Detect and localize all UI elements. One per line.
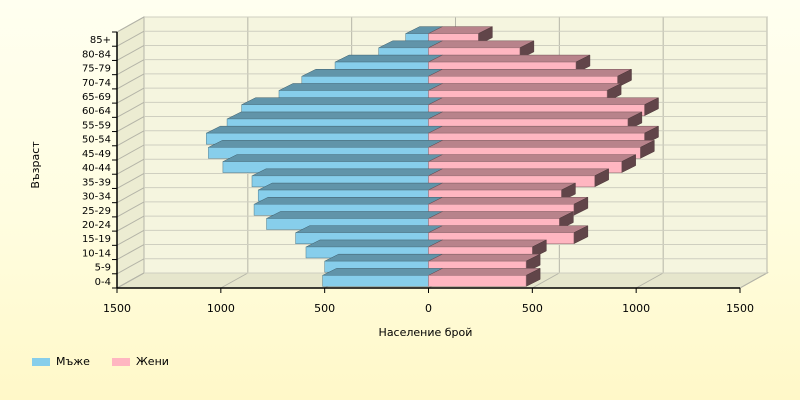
y-tick-label: 40-44 [82,163,111,174]
gridline-side [116,229,145,246]
gridline-side [116,45,145,61]
y-tick-label: 60-64 [82,106,111,117]
bar-top-female [428,168,609,177]
y-tick-label: 55-59 [82,120,111,131]
gridline-side [116,258,145,275]
bar-top-male [334,54,443,63]
gridline-side [116,187,145,204]
y-tick-label: 85+ [90,35,111,46]
x-tick-label: 500 [314,302,335,315]
y-tick-label: 65-69 [82,92,111,103]
gridline-side [116,116,145,132]
bar-top-male [226,111,443,120]
y-tick-label: 30-34 [82,192,111,203]
bar-top-male [206,125,443,134]
bar-top-male [305,239,443,248]
bar-top-male [258,182,443,191]
gridline-side [116,130,145,147]
bar-top-female [428,111,642,120]
bar-top-male [322,268,443,276]
legend-label-male: Мъже [56,355,90,368]
y-tick-label: 5-9 [95,263,111,274]
gridline-side [116,59,145,76]
legend-item-male: Мъже [32,355,90,368]
y-tick-label: 80-84 [82,49,111,60]
bar-top-female [428,154,636,162]
bar-top-female [428,182,576,191]
gridline-side [116,73,145,90]
legend-swatch-male [32,357,50,366]
gridline-side [116,272,145,289]
bar-top-male [241,97,443,105]
bar-top-male [222,154,443,162]
y-tick-label: 0-4 [95,277,111,288]
bar-top-female [428,54,591,63]
gridline-floor [739,272,768,289]
bar-top-female [428,69,632,77]
gridline-side [116,101,145,118]
x-tick-label: 1500 [103,302,131,315]
y-tick-label: 10-14 [82,248,111,259]
legend: Мъже Жени [32,355,169,368]
y-tick-label: 20-24 [82,220,111,231]
legend-swatch-female [111,357,130,366]
x-tick-label: 1000 [207,302,235,315]
bar-top-female [428,125,659,134]
bar-top-female [428,268,541,276]
x-tick-label: 1000 [622,302,650,315]
gridline-side [116,87,145,104]
legend-item-female: Жени [111,355,169,368]
gridline-side [116,215,145,232]
x-tick-label: 0 [425,302,432,315]
bar-top-female [428,239,547,248]
bar-top-female [428,97,659,105]
bar-top-male [301,69,443,77]
gridline-floor [532,272,560,289]
gridline-side [116,144,145,161]
bar-top-female [428,211,574,219]
x-tick-label: 500 [522,302,543,315]
gridline-side [116,16,145,33]
gridline-side [116,158,145,175]
bar-male [322,275,429,287]
bar-female [428,275,527,287]
x-tick-label: 1500 [726,302,754,315]
gridline-side [116,201,145,218]
bar-top-female [428,253,541,262]
y-tick-label: 25-29 [82,206,111,217]
y-tick-label: 70-74 [82,78,111,89]
gridline-floor [635,272,664,289]
legend-label-female: Жени [135,355,169,368]
bar-top-female [428,197,588,205]
bar-top-male [324,253,443,262]
bar-top-male [208,140,443,148]
gridline-side [116,244,145,260]
bar-top-female [428,83,622,91]
y-tick-label: 45-49 [82,149,111,160]
gridline-side [116,173,145,189]
gridline-side [116,30,145,47]
y-tick-label: 75-79 [82,64,111,75]
bar-top-male [251,168,443,177]
bar-top-male [253,197,443,205]
bar-top-female [428,140,655,148]
bar-top-male [295,225,443,233]
y-axis-title: Възраст [29,141,42,189]
gridline-floor [220,272,249,289]
bar-top-male [278,83,443,91]
bar-top-male [266,211,443,219]
y-tick-label: 15-19 [82,234,111,245]
bar-top-female [428,225,588,233]
y-tick-label: 35-39 [82,177,111,188]
bar-top-female [428,40,534,49]
x-axis-title: Население брой [379,326,473,339]
y-tick-label: 50-54 [82,135,111,146]
